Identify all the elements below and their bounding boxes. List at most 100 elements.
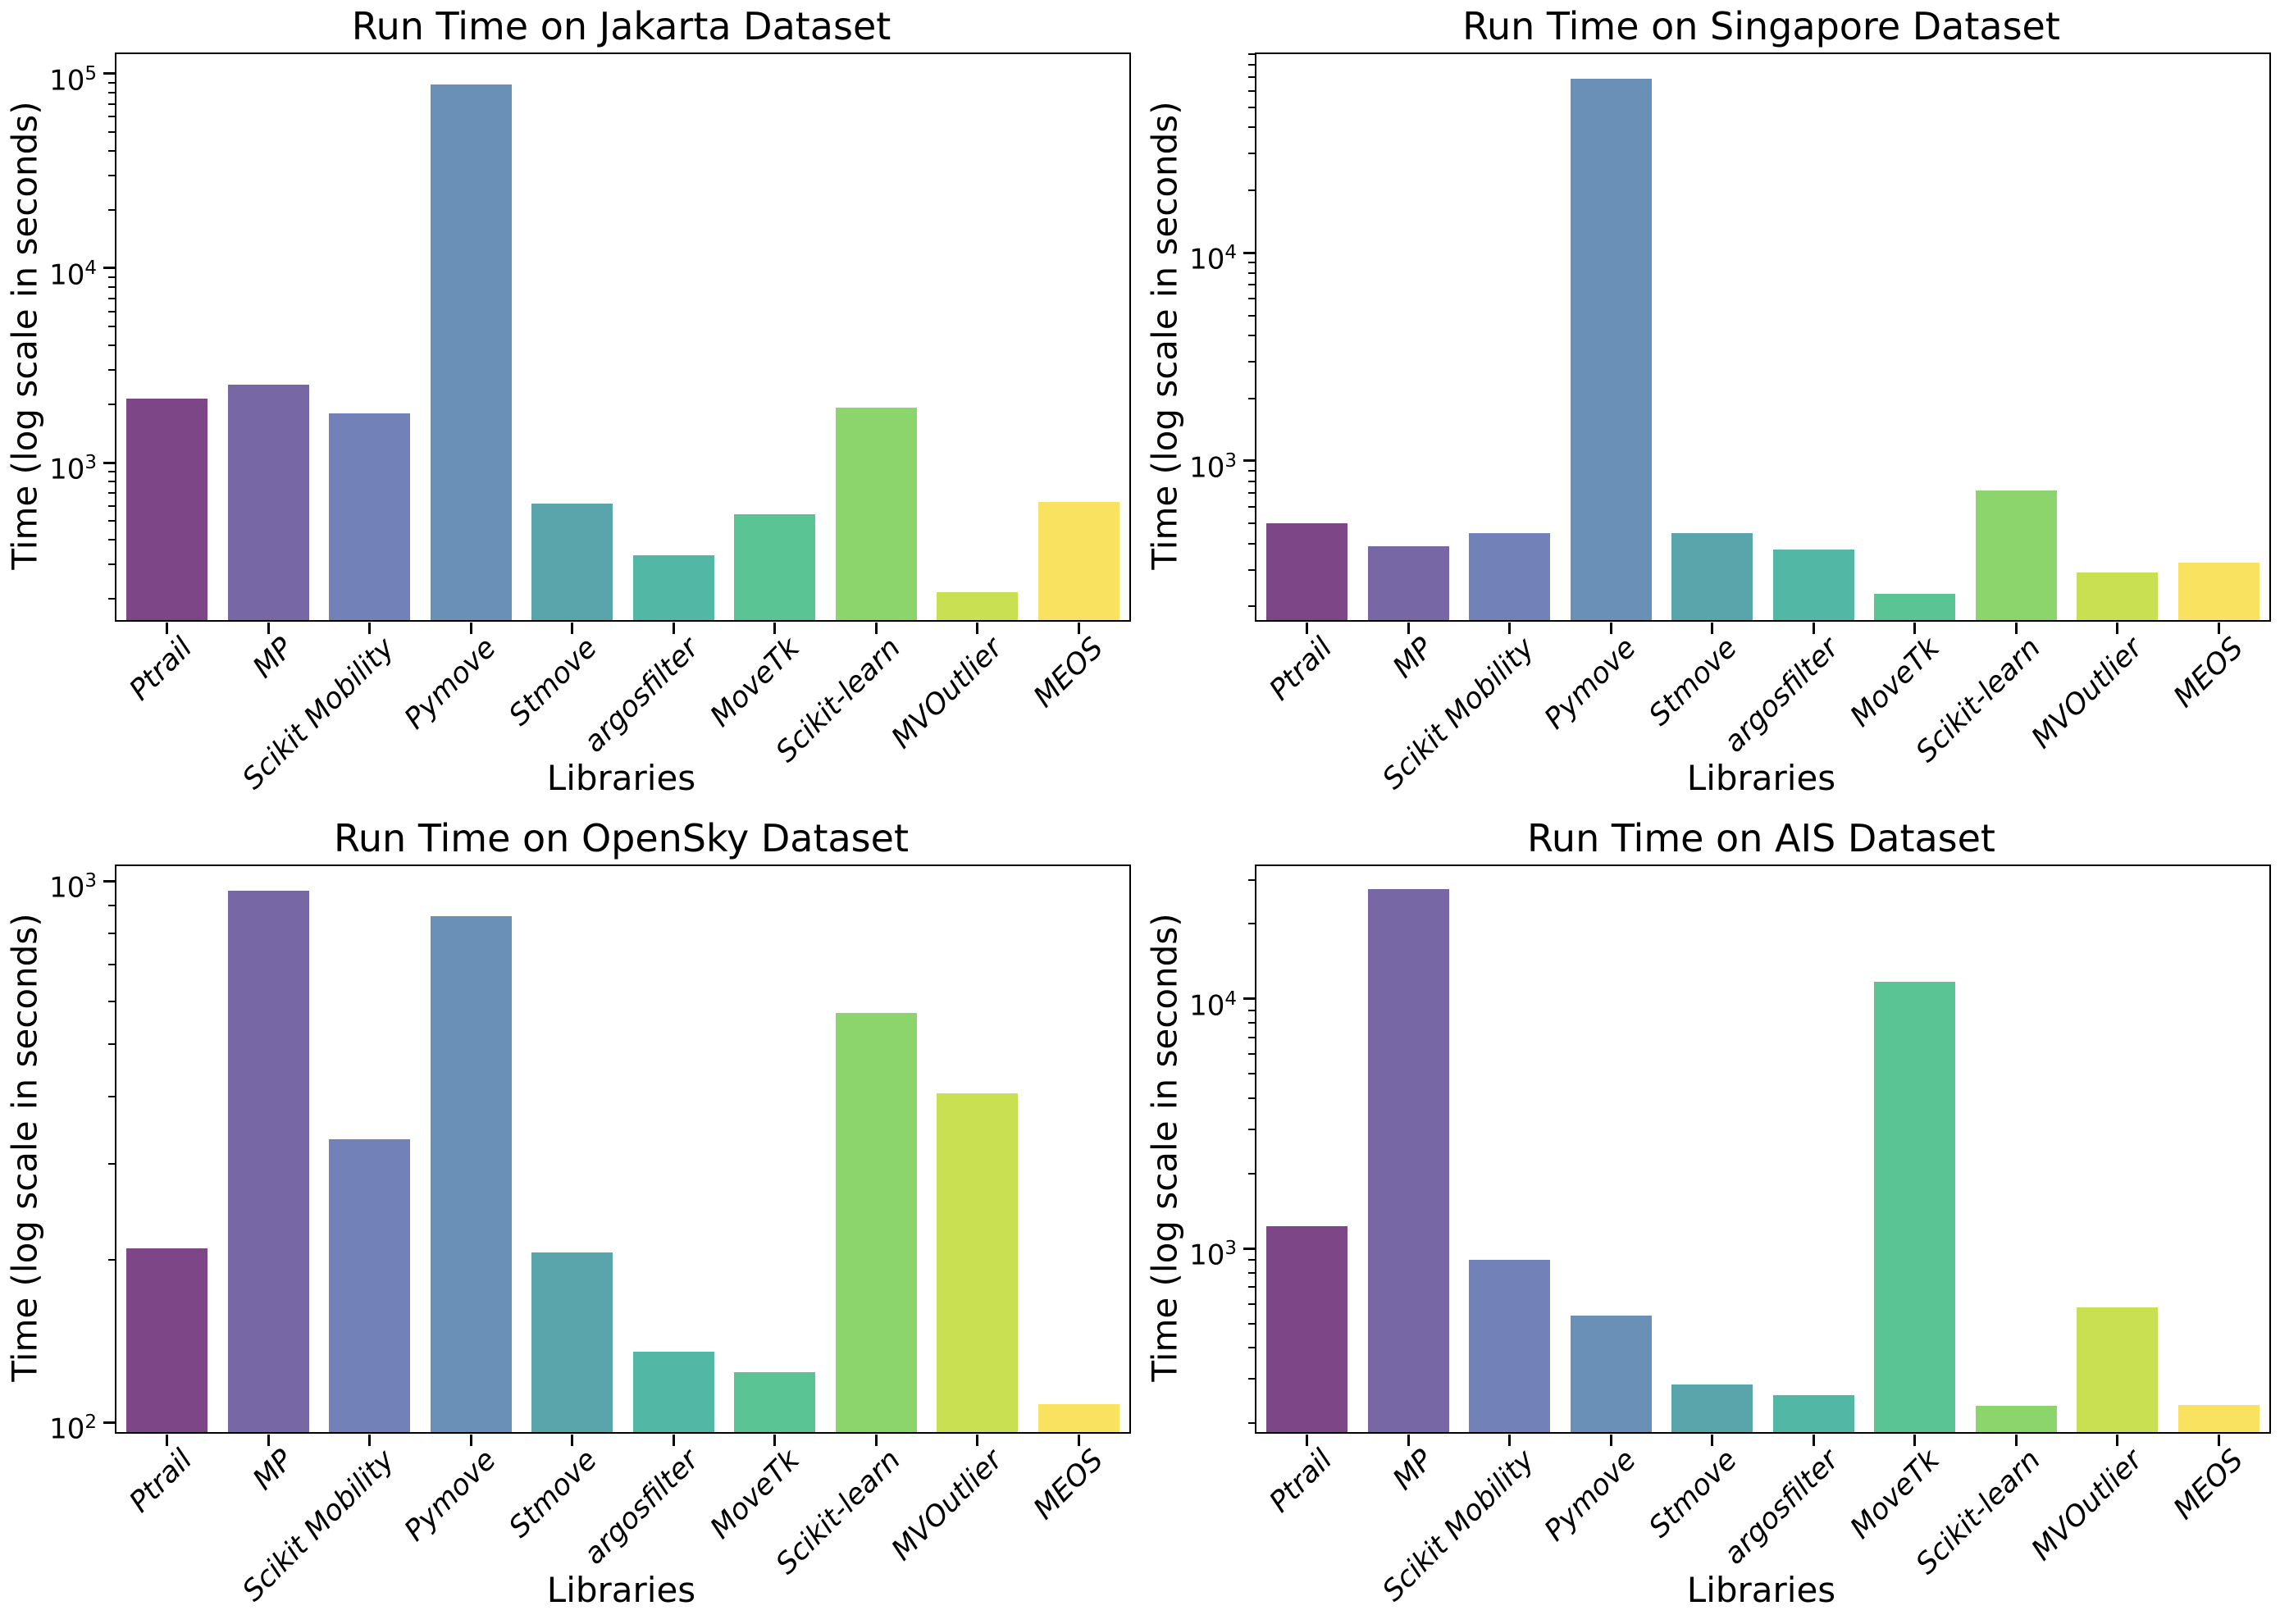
y-minor-tick: [1248, 53, 1255, 55]
x-tick: [1812, 623, 1815, 634]
subplot-ais: Run Time on AIS Dataset Time (log scale …: [1140, 812, 2280, 1624]
bar-Pymove: [1570, 1315, 1652, 1432]
x-tick: [976, 623, 979, 634]
x-tick: [166, 623, 169, 634]
x-tick-label-Ptrail: Ptrail: [123, 632, 199, 708]
y-minor-tick: [1248, 1378, 1255, 1380]
x-tick-label-MoveTk: MoveTk: [704, 1444, 807, 1546]
y-minor-tick: [1248, 397, 1255, 399]
x-tick-label-MEOS: MEOS: [1028, 1444, 1110, 1526]
y-major-tick: [103, 267, 115, 270]
y-minor-tick: [1248, 335, 1255, 337]
y-major-tick: [1243, 459, 1255, 463]
bar-Ptrail: [126, 1248, 208, 1432]
x-tick: [1812, 1435, 1815, 1446]
y-minor-tick: [108, 344, 115, 347]
y-tick-label: 103: [49, 452, 97, 486]
x-tick: [571, 1435, 574, 1446]
bar-MoveTk: [1874, 593, 1956, 620]
y-minor-tick: [1248, 1259, 1255, 1261]
bar-Scikit Mobility: [329, 413, 411, 620]
x-axis-label: Libraries: [1686, 1570, 1836, 1610]
y-tick-label: 104: [1189, 242, 1237, 276]
chart-title: Run Time on OpenSky Dataset: [334, 816, 909, 860]
y-minor-tick: [1248, 1009, 1255, 1011]
x-tick: [1306, 1435, 1309, 1446]
subplot-jakarta: Run Time on Jakarta Dataset Time (log sc…: [0, 0, 1140, 812]
y-minor-tick: [1248, 106, 1255, 108]
x-tick: [2014, 1435, 2018, 1446]
subplot-singapore: Run Time on Singapore Dataset Time (log …: [1140, 0, 2280, 812]
y-minor-tick: [1248, 1053, 1255, 1056]
x-tick: [469, 623, 472, 634]
x-tick: [1407, 1435, 1410, 1446]
bar-Scikit-learn: [1975, 490, 2057, 620]
y-minor-tick: [1248, 284, 1255, 286]
x-tick: [1913, 623, 1917, 634]
y-major-tick: [1243, 251, 1255, 254]
y-minor-tick: [108, 285, 115, 288]
y-minor-tick: [108, 116, 115, 118]
y-axis-label: Time (log scale in seconds): [4, 101, 45, 570]
x-tick: [1077, 623, 1080, 634]
x-tick-label-MEOS: MEOS: [2168, 632, 2250, 714]
plot-area: 102 103 Ptrail MP Scikit Mobility Pymove Stmov…: [49, 864, 1131, 1608]
x-tick-label-Pymove: Pymove: [1538, 632, 1643, 736]
bar-MVOutlier: [937, 1093, 1019, 1432]
y-minor-tick: [108, 150, 115, 153]
x-tick: [166, 1435, 169, 1446]
bar-MoveTk: [734, 1371, 816, 1432]
y-minor-tick: [108, 1163, 115, 1166]
y-major-tick: [103, 1421, 115, 1424]
x-tick-label-MP: MP: [246, 1444, 300, 1497]
x-tick: [1508, 1435, 1512, 1446]
y-minor-tick: [108, 504, 115, 507]
chart-title: Run Time on Singapore Dataset: [1462, 4, 2060, 48]
x-tick: [773, 1435, 777, 1446]
y-minor-tick: [108, 81, 115, 84]
y-minor-tick: [108, 964, 115, 966]
bar-Scikit Mobility: [1469, 533, 1551, 620]
bar-Pymove: [430, 84, 512, 620]
x-tick-label-MP: MP: [1386, 632, 1440, 685]
y-minor-tick: [1248, 75, 1255, 78]
y-axis-label: Time (log scale in seconds): [4, 913, 45, 1382]
y-minor-tick: [1248, 1286, 1255, 1289]
bar-Stmove: [531, 504, 613, 620]
y-minor-tick: [108, 539, 115, 541]
x-tick: [1711, 623, 1714, 634]
x-tick-label-MEOS: MEOS: [1028, 632, 1110, 714]
y-major-tick: [103, 461, 115, 464]
x-tick: [672, 623, 675, 634]
y-minor-tick: [1248, 492, 1255, 495]
y-major-tick: [1243, 1247, 1255, 1250]
y-minor-tick: [1248, 298, 1255, 300]
y-minor-tick: [108, 91, 115, 94]
y-minor-tick: [1248, 1322, 1255, 1325]
y-minor-tick: [108, 297, 115, 299]
y-minor-tick: [108, 1042, 115, 1045]
y-tick-label: 103: [49, 870, 97, 905]
bar-MP: [227, 891, 309, 1432]
subplot-opensky: Run Time on OpenSky Dataset Time (log sc…: [0, 812, 1140, 1624]
x-tick: [267, 623, 270, 634]
bar-Ptrail: [1266, 1225, 1348, 1432]
bar-MoveTk: [734, 514, 816, 620]
y-minor-tick: [108, 470, 115, 472]
bar-argosfilter: [632, 554, 714, 620]
y-minor-tick: [108, 174, 115, 176]
x-axis-label: Libraries: [1686, 758, 1836, 798]
x-tick-label-Stmove: Stmove: [1643, 1444, 1744, 1544]
bar-Ptrail: [1266, 523, 1348, 620]
y-minor-tick: [1248, 480, 1255, 482]
x-tick-label-Ptrail: Ptrail: [123, 1444, 199, 1520]
x-tick-label-MoveTk: MoveTk: [1844, 1444, 1947, 1546]
bar-Scikit-learn: [835, 407, 917, 620]
y-minor-tick: [1248, 1036, 1255, 1038]
x-tick: [672, 1435, 675, 1446]
bar-MP: [1367, 546, 1449, 620]
y-minor-tick: [1248, 1421, 1255, 1424]
x-tick-label-MVOutlier: MVOutlier: [2025, 632, 2150, 755]
x-tick: [267, 1435, 270, 1446]
y-minor-tick: [1248, 469, 1255, 472]
